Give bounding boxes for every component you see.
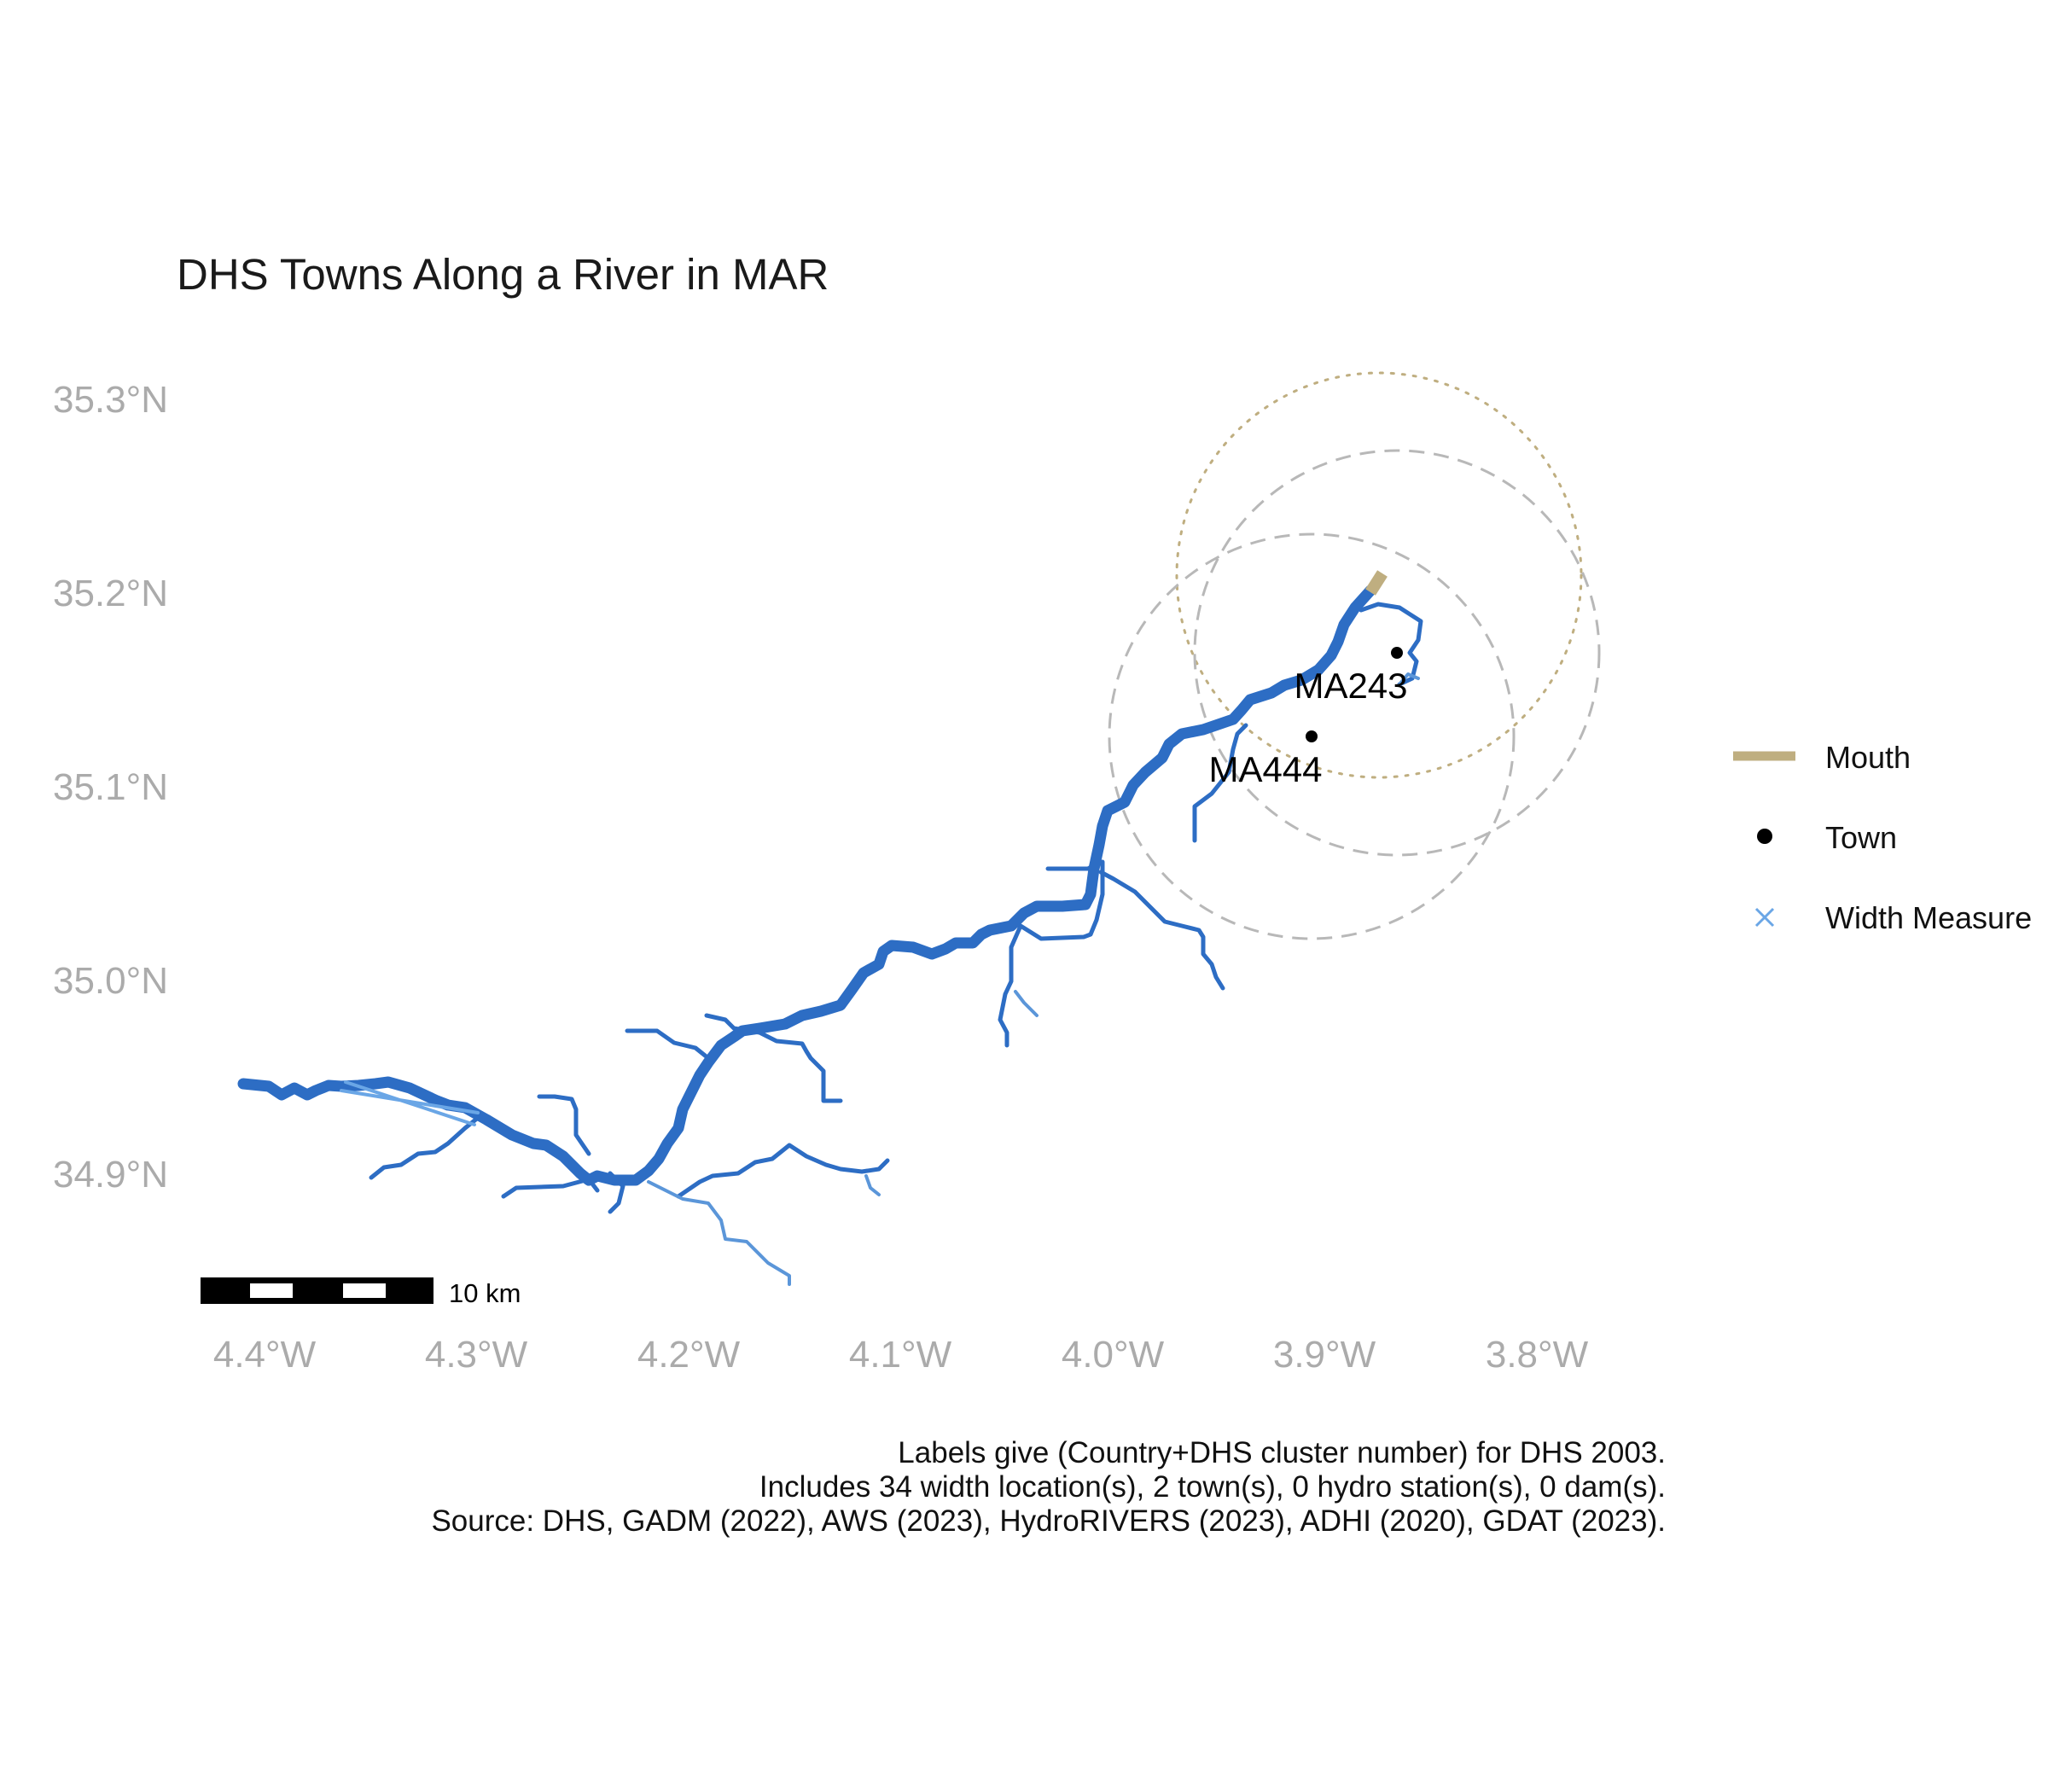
town-point-ma444 xyxy=(1306,730,1318,742)
scale-bar: 10 km xyxy=(201,1277,521,1308)
caption-line: Source: DHS, GADM (2022), AWS (2023), Hy… xyxy=(431,1504,1666,1538)
light-tributaries xyxy=(647,672,1420,1286)
town-points: MA243 MA444 xyxy=(1208,647,1408,789)
river-mouth xyxy=(1365,570,1388,596)
tributary-light-loop xyxy=(1398,672,1420,686)
lat-axis: 35.3°N 35.2°N 35.1°N 35.0°N 34.9°N xyxy=(53,379,168,1196)
tributary-west-lower xyxy=(369,1115,480,1180)
buffer-circles xyxy=(1108,371,1601,940)
tributary-south-arm xyxy=(998,859,1105,1048)
legend-town-label: Town xyxy=(1825,820,1897,855)
lon-tick-label: 3.8°W xyxy=(1486,1334,1589,1376)
legend-town-symbol xyxy=(1757,829,1772,844)
town-buffer-circle-ma243 xyxy=(1193,449,1601,857)
lon-tick-label: 4.3°W xyxy=(425,1334,528,1376)
tributary-south-loop xyxy=(676,1143,890,1199)
tributary-southwest-arm xyxy=(537,1094,591,1156)
lon-tick-label: 3.9°W xyxy=(1273,1334,1376,1376)
mouth-buffer-circle xyxy=(1175,371,1583,779)
tributaries xyxy=(369,602,1423,1214)
caption-line: Labels give (Country+DHS cluster number)… xyxy=(898,1436,1666,1469)
town-buffer-circle-ma444 xyxy=(1108,532,1516,940)
town-point-ma243 xyxy=(1391,647,1403,659)
lon-tick-label: 4.1°W xyxy=(849,1334,952,1376)
lat-tick-label: 35.1°N xyxy=(53,766,168,808)
tributary-center-north xyxy=(704,1013,843,1103)
scale-bar-label: 10 km xyxy=(449,1278,521,1308)
map-title: DHS Towns Along a River in MAR xyxy=(177,250,829,299)
tributary-light-east xyxy=(1014,990,1039,1017)
tributary-loop-east xyxy=(1359,602,1423,687)
tributary-southeast xyxy=(1098,870,1225,991)
tributary-center-west xyxy=(625,1028,711,1061)
main-river-channel xyxy=(237,585,1376,1186)
lon-tick-label: 4.2°W xyxy=(637,1334,741,1376)
tributary-light-center xyxy=(864,1174,881,1196)
legend: Mouth Town Width Measure xyxy=(1733,740,2032,935)
legend-width-label: Width Measure xyxy=(1825,900,2032,935)
width-measure-markers xyxy=(340,1080,480,1126)
town-label-ma243: MA243 xyxy=(1294,666,1407,706)
tributary-light-south xyxy=(647,1180,791,1286)
lat-tick-label: 35.3°N xyxy=(53,379,168,421)
lat-tick-label: 35.2°N xyxy=(53,573,168,614)
river-network xyxy=(237,585,1423,1286)
legend-mouth-label: Mouth xyxy=(1825,740,1911,775)
town-label-ma444: MA444 xyxy=(1208,749,1322,789)
caption-line: Includes 34 width location(s), 2 town(s)… xyxy=(759,1470,1666,1504)
lat-tick-label: 35.0°N xyxy=(53,960,168,1002)
map-caption: Labels give (Country+DHS cluster number)… xyxy=(431,1436,1666,1539)
lon-tick-label: 4.4°W xyxy=(213,1334,317,1376)
tributary-north-stub xyxy=(1192,723,1248,843)
lat-tick-label: 34.9°N xyxy=(53,1154,168,1196)
lon-tick-label: 4.0°W xyxy=(1062,1334,1165,1376)
lon-axis: 4.4°W 4.3°W 4.2°W 4.1°W 4.0°W 3.9°W 3.8°… xyxy=(213,1334,1589,1376)
legend-width-symbol xyxy=(1754,907,1775,928)
